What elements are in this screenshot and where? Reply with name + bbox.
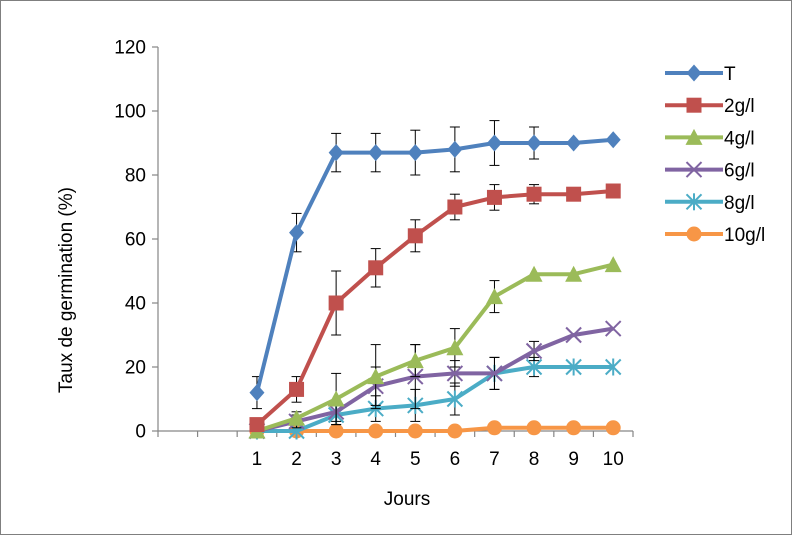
legend-item-4g-l: 4g/l <box>665 128 755 149</box>
data-point <box>525 265 543 282</box>
legend-item-10g-l: 10g/l <box>665 225 765 246</box>
series-t <box>249 120 621 410</box>
legend-label: 10g/l <box>724 225 765 246</box>
x-axis-label: Jours <box>384 489 430 510</box>
x-tick-label: 7 <box>489 449 500 470</box>
data-point <box>407 144 423 162</box>
data-point <box>486 365 503 382</box>
legend-marker <box>686 226 702 242</box>
legend-label: 2g/l <box>724 96 755 117</box>
x-tick-label: 3 <box>331 449 342 470</box>
data-point <box>327 390 345 407</box>
data-point <box>367 368 385 385</box>
data-point <box>525 342 543 360</box>
data-point <box>446 390 464 408</box>
data-point <box>406 352 424 369</box>
legend-label: T <box>724 64 736 85</box>
legend-item-8g-l: 8g/l <box>665 193 755 214</box>
legend-item-2g-l: 2g/l <box>665 96 755 117</box>
series-line <box>256 326 614 433</box>
data-point <box>328 144 344 162</box>
data-point <box>447 199 463 215</box>
data-point <box>486 420 502 436</box>
data-point <box>604 256 622 273</box>
data-point <box>525 358 543 376</box>
data-point <box>565 326 582 344</box>
series-line <box>255 189 614 427</box>
y-tick-label: 80 <box>125 166 146 187</box>
data-point <box>368 144 384 162</box>
series-2g-l <box>249 183 621 433</box>
legend-marker <box>685 128 703 145</box>
y-tick-label: 60 <box>125 230 146 251</box>
x-tick-label: 2 <box>291 449 302 470</box>
data-point <box>447 423 463 439</box>
data-point <box>565 358 582 376</box>
data-point <box>605 420 621 436</box>
data-point <box>605 183 621 199</box>
data-point <box>447 140 463 158</box>
data-point <box>605 358 622 376</box>
data-point <box>446 339 464 356</box>
data-point <box>486 189 502 205</box>
data-point <box>526 186 542 202</box>
legend-marker <box>685 161 703 178</box>
plot-area <box>248 120 622 440</box>
y-tick-label: 20 <box>125 358 146 379</box>
data-point <box>526 420 542 436</box>
y-tick-label: 100 <box>114 102 146 123</box>
data-point <box>446 365 464 382</box>
data-point <box>486 134 502 152</box>
data-point <box>485 288 503 305</box>
axes: 0 20 40 60 80 100 120 1 2 3 4 5 6 7 8 9 10 <box>114 38 634 470</box>
x-tick-label: 9 <box>568 449 579 470</box>
data-point <box>605 320 622 337</box>
series-line <box>255 137 614 394</box>
series-line <box>256 262 614 433</box>
data-point <box>565 265 583 282</box>
data-point <box>328 423 344 439</box>
legend-label: 4g/l <box>724 128 755 149</box>
series-6g-l <box>248 320 622 440</box>
series-line <box>256 365 614 433</box>
legend: T 2g/l 4g/l 6g/l 8g/l 10g/l <box>665 64 765 246</box>
data-point <box>368 423 384 439</box>
y-tick-label: 120 <box>114 38 146 59</box>
legend-marker <box>685 193 703 211</box>
series-line <box>256 425 614 433</box>
data-point <box>605 131 621 149</box>
y-tick-label: 0 <box>135 422 146 443</box>
legend-marker <box>686 97 702 113</box>
series-4g-l <box>248 256 622 439</box>
legend-marker <box>686 64 702 82</box>
data-point <box>526 134 542 152</box>
data-point <box>289 381 305 397</box>
x-tick-label: 6 <box>450 449 461 470</box>
data-point <box>368 260 384 276</box>
y-axis-label: Taux de germination (%) <box>56 187 77 393</box>
x-tick-label: 1 <box>252 449 263 470</box>
data-point <box>566 186 582 202</box>
legend-item-t: T <box>665 64 736 85</box>
x-tick-label: 5 <box>410 449 421 470</box>
data-point <box>407 228 423 244</box>
legend-item-6g-l: 6g/l <box>665 161 755 182</box>
x-tick-label: 10 <box>603 449 624 470</box>
data-point <box>249 384 265 402</box>
x-tick-label: 4 <box>370 449 381 470</box>
data-point <box>289 224 305 242</box>
x-tick-label: 8 <box>529 449 540 470</box>
data-point <box>249 417 265 433</box>
data-point <box>288 409 306 426</box>
data-point <box>566 134 582 152</box>
data-point <box>407 423 423 439</box>
data-point <box>566 420 582 436</box>
data-point <box>328 295 344 311</box>
legend-label: 8g/l <box>724 193 755 214</box>
y-tick-label: 40 <box>125 294 146 315</box>
legend-label: 6g/l <box>724 161 755 182</box>
